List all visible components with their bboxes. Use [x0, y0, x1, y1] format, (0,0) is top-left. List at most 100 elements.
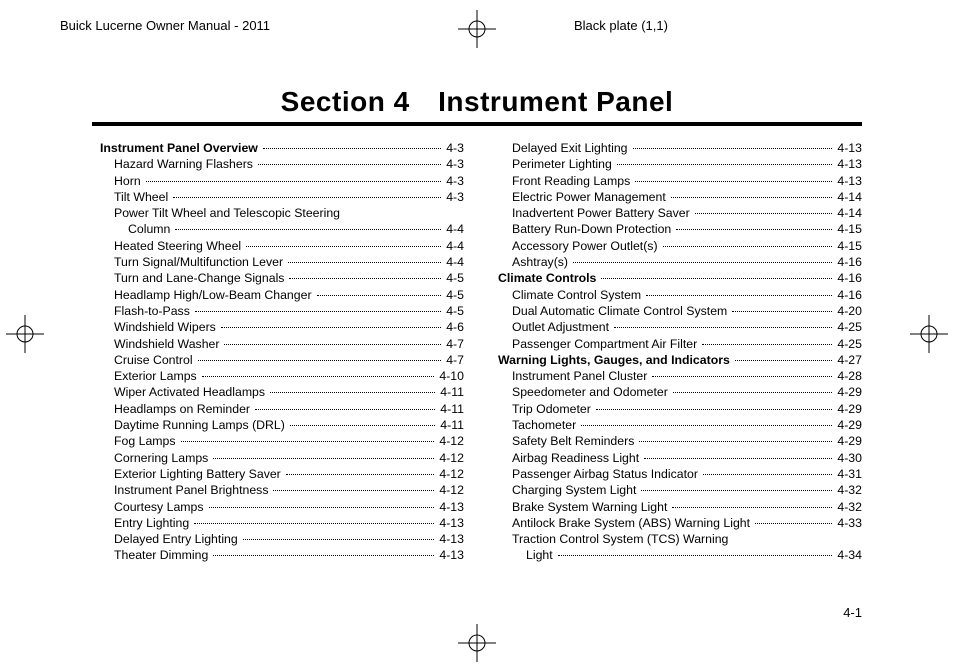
toc-entry-label: Front Reading Lamps	[512, 173, 630, 189]
toc-entry-label: Dual Automatic Climate Control System	[512, 303, 727, 319]
toc-entry: Cornering Lamps4-12	[100, 450, 464, 466]
toc-entry-label: Trip Odometer	[512, 401, 591, 417]
crop-mark-right-icon	[910, 315, 948, 353]
toc-entry-label: Climate Controls	[498, 270, 596, 286]
toc-entry-label: Column	[128, 221, 170, 237]
toc-entry-label: Ashtray(s)	[512, 254, 568, 270]
toc-entry-page: 4-16	[837, 254, 862, 270]
toc-entry-page: 4-15	[837, 238, 862, 254]
toc-dot-leader	[635, 181, 832, 182]
toc-entry-label: Passenger Compartment Air Filter	[512, 336, 697, 352]
toc-entry-page: 4-11	[440, 417, 464, 433]
toc-dot-leader	[175, 229, 441, 230]
toc-dot-leader	[181, 441, 435, 442]
toc-dot-leader	[209, 507, 435, 508]
toc-entry-label: Accessory Power Outlet(s)	[512, 238, 658, 254]
toc-entry-page: 4-13	[837, 156, 862, 172]
toc-entry: Daytime Running Lamps (DRL) 4-11	[100, 417, 464, 433]
toc-entry-label: Power Tilt Wheel and Telescopic Steering	[114, 205, 340, 221]
toc-entry-page: 4-12	[439, 466, 464, 482]
toc-dot-leader	[641, 490, 832, 491]
toc-entry: Exterior Lighting Battery Saver4-12	[100, 466, 464, 482]
toc-dot-leader	[671, 197, 833, 198]
toc-entry: Outlet Adjustment 4-25	[498, 319, 862, 335]
toc-entry-page: 4-12	[439, 450, 464, 466]
section-heading: Section 4 Instrument Panel	[0, 86, 954, 118]
toc-entry: Instrument Panel Overview4-3	[100, 140, 464, 156]
toc-entry-page: 4-3	[446, 140, 464, 156]
toc-entry-page: 4-29	[837, 433, 862, 449]
toc-dot-leader	[270, 392, 435, 393]
toc-entry: Instrument Panel Brightness4-12	[100, 482, 464, 498]
toc-entry-label: Headlamps on Reminder	[114, 401, 250, 417]
toc-entry-page: 4-4	[446, 254, 464, 270]
toc-entry-page: 4-15	[837, 221, 862, 237]
toc-dot-leader	[695, 213, 833, 214]
toc-entry: Traction Control System (TCS) Warning	[498, 531, 862, 547]
toc-dot-leader	[601, 278, 832, 279]
toc-entry: Ashtray(s) 4-16	[498, 254, 862, 270]
toc-entry-page: 4-27	[837, 352, 862, 368]
toc-entry: Exterior Lamps4-10	[100, 368, 464, 384]
toc-entry: Antilock Brake System (ABS) Warning Ligh…	[498, 515, 862, 531]
toc-entry: Horn4-3	[100, 173, 464, 189]
toc-entry: Wiper Activated Headlamps4-11	[100, 384, 464, 400]
toc-entry-page: 4-11	[440, 384, 464, 400]
toc-entry-label: Daytime Running Lamps (DRL)	[114, 417, 285, 433]
toc-dot-leader	[289, 278, 441, 279]
toc-entry: Headlamps on Reminder 4-11	[100, 401, 464, 417]
toc-entry: Flash-to-Pass4-5	[100, 303, 464, 319]
toc-entry-label: Entry Lighting	[114, 515, 189, 531]
toc-entry: Turn Signal/Multifunction Lever 4-4	[100, 254, 464, 270]
toc-entry-page: 4-4	[446, 238, 464, 254]
toc-entry-label: Antilock Brake System (ABS) Warning Ligh…	[512, 515, 750, 531]
toc-entry-page: 4-32	[837, 499, 862, 515]
toc-dot-leader	[673, 392, 833, 393]
toc-entry: Battery Run-Down Protection4-15	[498, 221, 862, 237]
toc-entry: Brake System Warning Light 4-32	[498, 499, 862, 515]
toc-entry: Heated Steering Wheel4-4	[100, 238, 464, 254]
toc-entry-label: Tilt Wheel	[114, 189, 168, 205]
toc-entry-page: 4-13	[439, 515, 464, 531]
toc-dot-leader	[290, 425, 435, 426]
toc-entry-page: 4-5	[446, 287, 464, 303]
toc-entry: Delayed Entry Lighting4-13	[100, 531, 464, 547]
toc-entry-page: 4-11	[440, 401, 464, 417]
toc-entry: Accessory Power Outlet(s) 4-15	[498, 238, 862, 254]
header-left-text: Buick Lucerne Owner Manual - 2011	[60, 18, 440, 33]
toc-dot-leader	[672, 507, 832, 508]
toc-entry-page: 4-13	[837, 140, 862, 156]
toc-entry-page: 4-34	[837, 547, 862, 563]
toc-entry-page: 4-14	[837, 205, 862, 221]
toc-entry-page: 4-10	[439, 368, 464, 384]
toc-entry-label: Headlamp High/Low-Beam Changer	[114, 287, 312, 303]
table-of-contents: Instrument Panel Overview4-3Hazard Warni…	[100, 140, 862, 564]
toc-column-left: Instrument Panel Overview4-3Hazard Warni…	[100, 140, 464, 564]
toc-entry-label: Inadvertent Power Battery Saver	[512, 205, 690, 221]
toc-entry-label: Flash-to-Pass	[114, 303, 190, 319]
toc-dot-leader	[173, 197, 441, 198]
toc-dot-leader	[573, 262, 832, 263]
toc-entry-label: Outlet Adjustment	[512, 319, 609, 335]
toc-dot-leader	[732, 311, 832, 312]
toc-entry-page: 4-28	[837, 368, 862, 384]
toc-dot-leader	[317, 295, 442, 296]
toc-entry-label: Brake System Warning Light	[512, 499, 667, 515]
toc-dot-leader	[614, 327, 832, 328]
toc-entry-label: Fog Lamps	[114, 433, 176, 449]
toc-entry: Turn and Lane-Change Signals4-5	[100, 270, 464, 286]
toc-dot-leader	[263, 148, 441, 149]
toc-entry: Delayed Exit Lighting4-13	[498, 140, 862, 156]
toc-entry-label: Horn	[114, 173, 141, 189]
toc-entry-label: Turn and Lane-Change Signals	[114, 270, 284, 286]
toc-entry-label: Hazard Warning Flashers	[114, 156, 253, 172]
toc-entry: Warning Lights, Gauges, and Indicators4-…	[498, 352, 862, 368]
toc-entry-page: 4-25	[837, 319, 862, 335]
toc-entry: Tilt Wheel4-3	[100, 189, 464, 205]
toc-dot-leader	[581, 425, 832, 426]
toc-entry-page: 4-12	[439, 482, 464, 498]
toc-entry: Entry Lighting 4-13	[100, 515, 464, 531]
toc-entry-page: 4-4	[446, 221, 464, 237]
toc-dot-leader	[646, 295, 832, 296]
toc-entry-label: Turn Signal/Multifunction Lever	[114, 254, 283, 270]
